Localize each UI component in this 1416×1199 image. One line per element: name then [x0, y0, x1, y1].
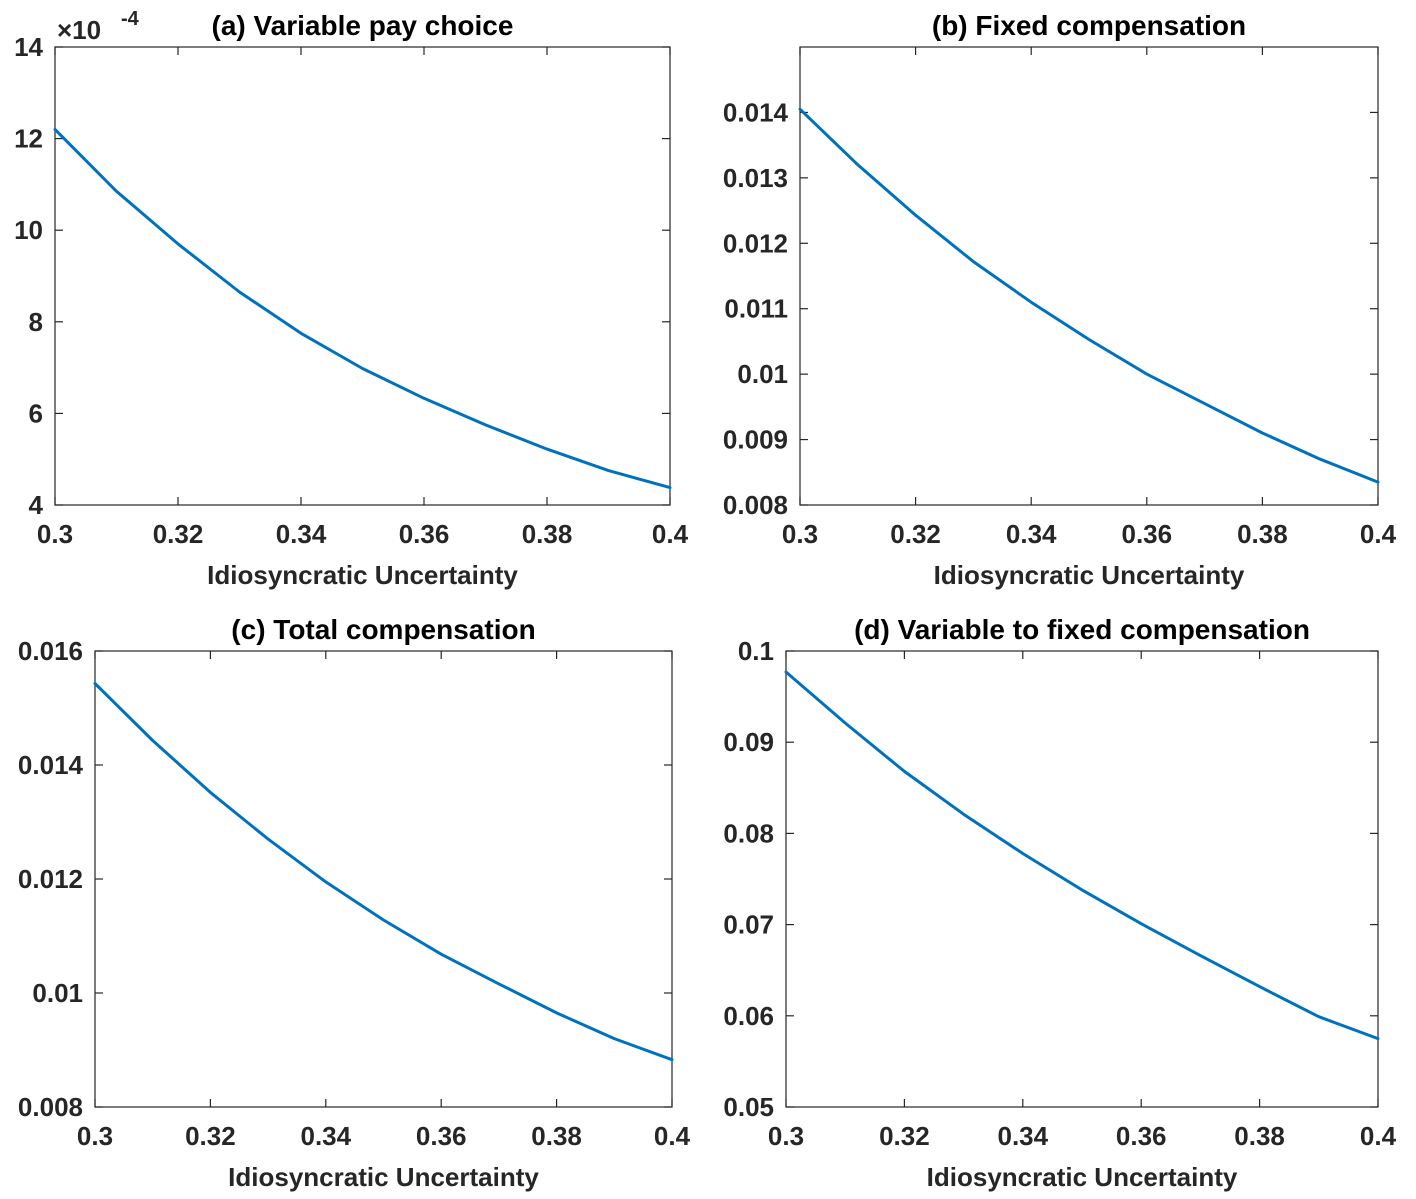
x-tick-label: 0.3 — [782, 519, 818, 549]
axes-box — [54, 46, 671, 506]
x-axis-label: Idiosyncratic Uncertainty — [934, 560, 1245, 590]
x-axis-label: Idiosyncratic Uncertainty — [207, 560, 518, 590]
y-tick-label: 0.014 — [18, 750, 84, 780]
y-tick-label: 0.008 — [18, 1092, 83, 1122]
y-tick-label: 0.012 — [723, 228, 788, 258]
panel-d-variable-to-fixed-compensation: 0.3 0.32 0.34 0.36 0.38 0.4 0.05 0.06 0.07 0.08 0.… — [723, 614, 1396, 1192]
x-tick-label: 0.34 — [300, 1121, 351, 1151]
y-tick-label: 0.08 — [723, 818, 774, 848]
y-tick-label: 0.1 — [738, 636, 774, 666]
axes-box — [799, 46, 1379, 506]
y-exponent-label: ×10 — [57, 15, 101, 45]
x-tick-label: 0.4 — [654, 1121, 691, 1151]
y-tick-label: 14 — [14, 32, 43, 62]
x-tick-label: 0.38 — [1237, 519, 1288, 549]
panel-c-total-compensation: 0.3 0.32 0.34 0.36 0.38 0.4 0.008 0.01 0.012 0.01… — [18, 614, 691, 1192]
x-tick-label: 0.38 — [1234, 1121, 1285, 1151]
x-tick-label: 0.4 — [1360, 1121, 1397, 1151]
x-tick-label: 0.3 — [77, 1121, 113, 1151]
x-tick-label: 0.32 — [890, 519, 941, 549]
y-tick-label: 0.011 — [724, 294, 788, 324]
y-tick-label: 6 — [29, 398, 43, 428]
chart-title: (d) Variable to fixed compensation — [854, 614, 1310, 645]
y-tick-label: 0.01 — [32, 978, 83, 1008]
x-tick-label: 0.3 — [768, 1121, 804, 1151]
series-line — [93, 682, 674, 1062]
x-tick-label: 0.34 — [1006, 519, 1057, 549]
series-line — [798, 107, 1380, 484]
panel-b-fixed-compensation: 0.3 0.32 0.34 0.36 0.38 0.4 0.008 0.009 0.01 0.01… — [723, 10, 1397, 590]
x-tick-label: 0.38 — [522, 519, 573, 549]
chart-title: (a) Variable pay choice — [212, 10, 514, 41]
x-tick-label: 0.3 — [37, 519, 73, 549]
y-tick-label: 12 — [14, 124, 43, 154]
x-tick-label: 0.32 — [153, 519, 204, 549]
y-tick-label: 0.09 — [723, 727, 774, 757]
x-tick-label: 0.36 — [399, 519, 450, 549]
y-tick-label: 0.009 — [723, 425, 788, 455]
x-tick-label: 0.4 — [1360, 519, 1397, 549]
x-tick-label: 0.4 — [652, 519, 689, 549]
y-exponent-power: -4 — [121, 8, 140, 30]
y-tick-label: 0.013 — [723, 163, 788, 193]
y-tick-label: 0.05 — [723, 1092, 774, 1122]
x-tick-label: 0.34 — [276, 519, 327, 549]
y-tick-label: 0.008 — [723, 490, 788, 520]
y-tick-label: 4 — [29, 490, 44, 520]
series-line — [53, 127, 672, 490]
y-tick-label: 0.014 — [723, 97, 789, 127]
y-tick-label: 10 — [14, 215, 43, 245]
x-tick-label: 0.38 — [531, 1121, 582, 1151]
panel-a-variable-pay-choice: 0.3 0.32 0.34 0.36 0.38 0.4 4 6 8 10 12 14 (a) Varia… — [14, 8, 689, 590]
x-tick-label: 0.32 — [879, 1121, 930, 1151]
y-tick-label: 0.06 — [723, 1001, 774, 1031]
x-tick-label: 0.34 — [997, 1121, 1048, 1151]
y-tick-label: 0.012 — [18, 864, 83, 894]
x-tick-label: 0.32 — [185, 1121, 236, 1151]
y-tick-label: 0.01 — [737, 359, 788, 389]
x-axis-label: Idiosyncratic Uncertainty — [228, 1162, 539, 1192]
x-tick-label: 0.36 — [416, 1121, 467, 1151]
x-tick-label: 0.36 — [1116, 1121, 1167, 1151]
y-tick-label: 0.07 — [723, 910, 774, 940]
chart-title: (c) Total compensation — [231, 614, 535, 645]
x-axis-label: Idiosyncratic Uncertainty — [927, 1162, 1238, 1192]
series-line — [784, 670, 1380, 1041]
y-tick-label: 0.016 — [18, 636, 83, 666]
axes-box — [94, 650, 673, 1108]
axes-box — [785, 650, 1379, 1108]
y-tick-label: 8 — [29, 307, 43, 337]
x-tick-label: 0.36 — [1121, 519, 1172, 549]
chart-title: (b) Fixed compensation — [932, 10, 1246, 41]
